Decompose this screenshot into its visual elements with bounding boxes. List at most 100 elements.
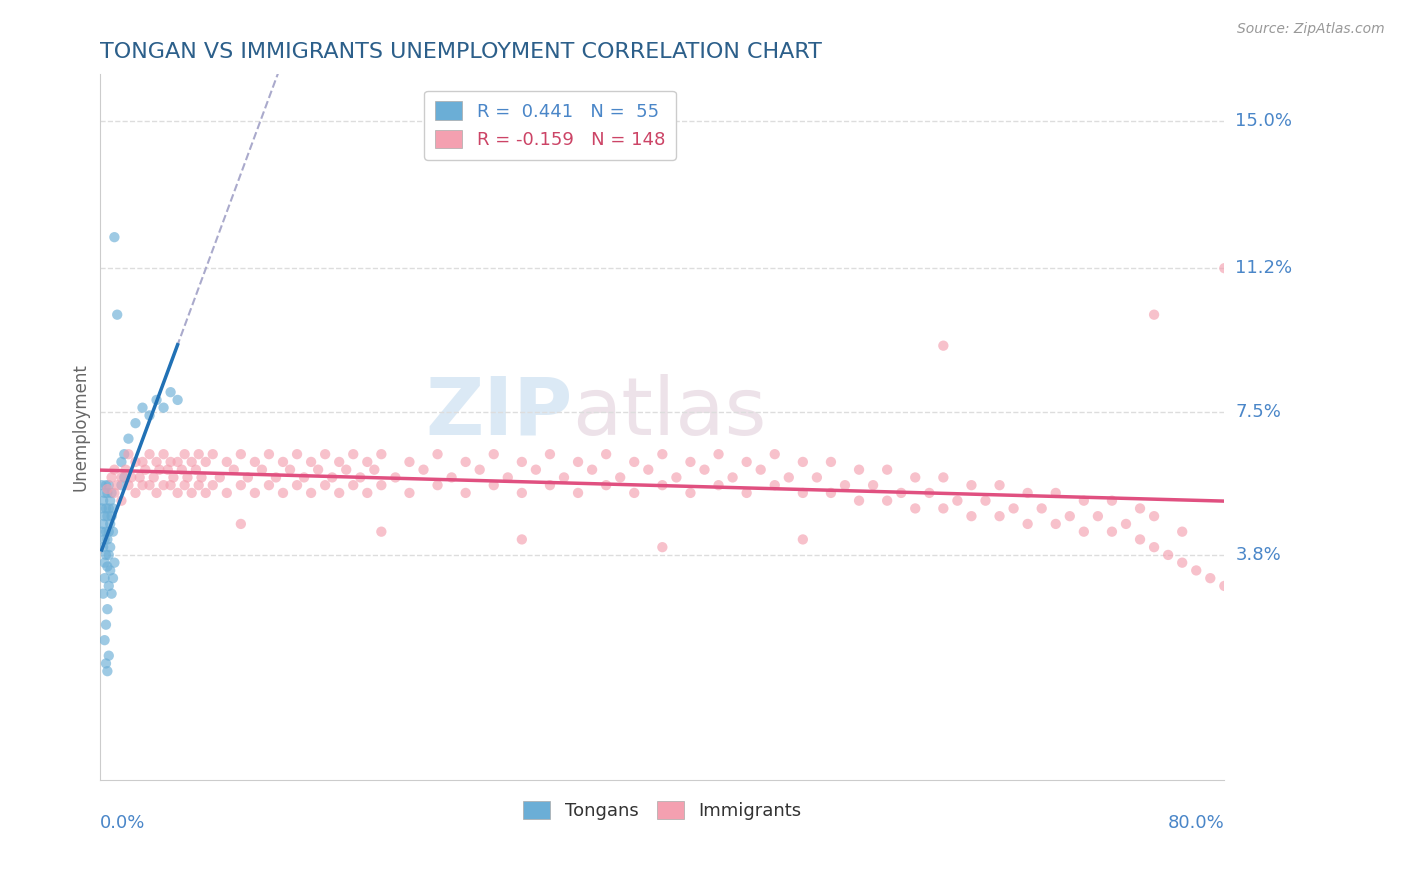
Point [250,463,273,477]
Point [307,463,329,477]
Point [117,447,139,461]
Point [609,470,631,484]
Point [93,633,115,648]
Point [97,579,120,593]
Point [292,470,315,484]
Point [138,447,160,461]
Point [553,470,575,484]
Point [763,478,786,492]
Point [134,463,156,477]
Point [112,447,135,461]
Point [124,416,146,430]
Point [97,524,120,539]
Point [1059,509,1081,524]
Point [299,455,322,469]
Point [194,455,217,469]
Point [91,516,114,531]
Point [98,493,121,508]
Point [124,486,146,500]
Point [792,455,814,469]
Point [120,470,142,484]
Point [1129,533,1152,547]
Point [117,432,139,446]
Text: 0.0%: 0.0% [100,814,146,832]
Y-axis label: Unemployment: Unemployment [72,363,89,491]
Point [454,455,477,469]
Point [96,509,118,524]
Point [236,470,259,484]
Point [93,533,115,547]
Point [187,478,209,492]
Point [426,478,449,492]
Point [862,478,884,492]
Point [101,524,124,539]
Point [103,486,125,500]
Point [166,392,188,407]
Point [166,486,188,500]
Point [152,401,174,415]
Point [222,463,245,477]
Point [271,455,294,469]
Point [142,470,165,484]
Point [98,563,121,577]
Point [363,463,385,477]
Point [538,478,561,492]
Point [623,486,645,500]
Point [215,486,238,500]
Point [152,447,174,461]
Point [335,463,357,477]
Point [97,501,120,516]
Point [201,478,224,492]
Point [820,455,842,469]
Point [693,463,716,477]
Point [356,455,378,469]
Point [384,470,406,484]
Point [567,455,589,469]
Point [145,486,167,500]
Point [285,447,308,461]
Point [974,493,997,508]
Point [524,463,547,477]
Point [100,587,122,601]
Point [538,447,561,461]
Point [243,455,266,469]
Point [271,486,294,500]
Point [110,455,132,469]
Point [1157,548,1180,562]
Point [299,486,322,500]
Point [1171,524,1194,539]
Text: TONGAN VS IMMIGRANTS UNEMPLOYMENT CORRELATION CHART: TONGAN VS IMMIGRANTS UNEMPLOYMENT CORREL… [100,42,823,62]
Text: atlas: atlas [572,374,766,452]
Point [1185,563,1208,577]
Point [370,447,392,461]
Point [370,478,392,492]
Point [454,486,477,500]
Point [110,470,132,484]
Point [176,470,198,484]
Point [173,447,195,461]
Point [834,478,856,492]
Point [103,556,125,570]
Point [988,509,1011,524]
Point [848,463,870,477]
Point [131,478,153,492]
Point [94,548,117,562]
Point [138,478,160,492]
Point [721,470,744,484]
Text: 11.2%: 11.2% [1236,260,1292,277]
Point [349,470,371,484]
Point [90,478,112,492]
Point [440,470,463,484]
Point [595,447,617,461]
Point [960,478,983,492]
Point [1199,571,1222,585]
Point [145,392,167,407]
Point [651,540,673,554]
Point [735,486,758,500]
Point [184,463,207,477]
Point [792,486,814,500]
Point [1101,493,1123,508]
Point [93,509,115,524]
Point [1129,501,1152,516]
Point [94,524,117,539]
